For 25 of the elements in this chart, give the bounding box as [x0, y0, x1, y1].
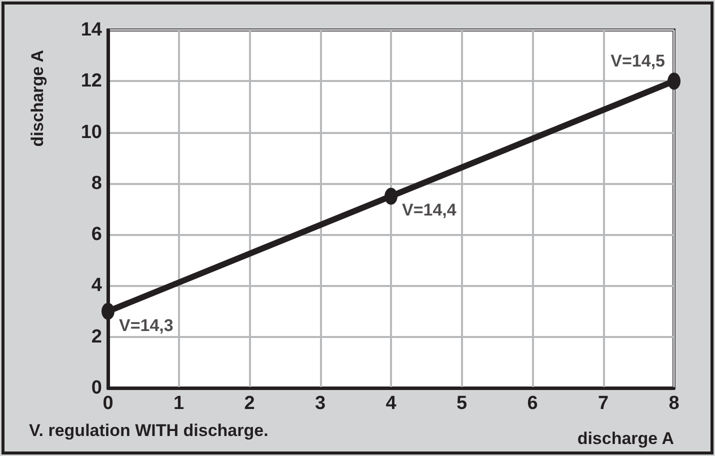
x-tick-label: 2 [244, 393, 255, 414]
y-tick-label: 10 [80, 122, 102, 143]
x-tick-label: 1 [173, 393, 184, 414]
y-tick-label: 4 [91, 275, 102, 296]
annotation: V=14,3 [119, 316, 174, 335]
x-tick-label: 3 [314, 393, 326, 414]
x-tick-label: 8 [668, 393, 680, 414]
text: V. regulation WITH discharge. [29, 421, 268, 440]
point [668, 72, 680, 90]
y-tick-label: 6 [91, 224, 102, 246]
x-tick-label: 5 [456, 393, 468, 414]
y-tick-label: 12 [80, 70, 102, 92]
x-tick-label: 7 [598, 393, 609, 414]
y-tick-label: 8 [91, 172, 102, 194]
point [384, 188, 398, 205]
x-tick-label: 6 [527, 393, 538, 414]
y-axis-title: discharge A [28, 50, 47, 147]
annotation: V=14,5 [610, 52, 665, 71]
y-tick-label: 0 [91, 378, 102, 398]
y-tick-label: 2 [91, 326, 102, 348]
annotation: V=14,4 [402, 200, 457, 220]
y-tick-label: 14 [80, 20, 102, 40]
x-axis-title: discharge A [577, 429, 674, 448]
x-tick-label: 4 [386, 393, 397, 414]
point [102, 302, 114, 320]
